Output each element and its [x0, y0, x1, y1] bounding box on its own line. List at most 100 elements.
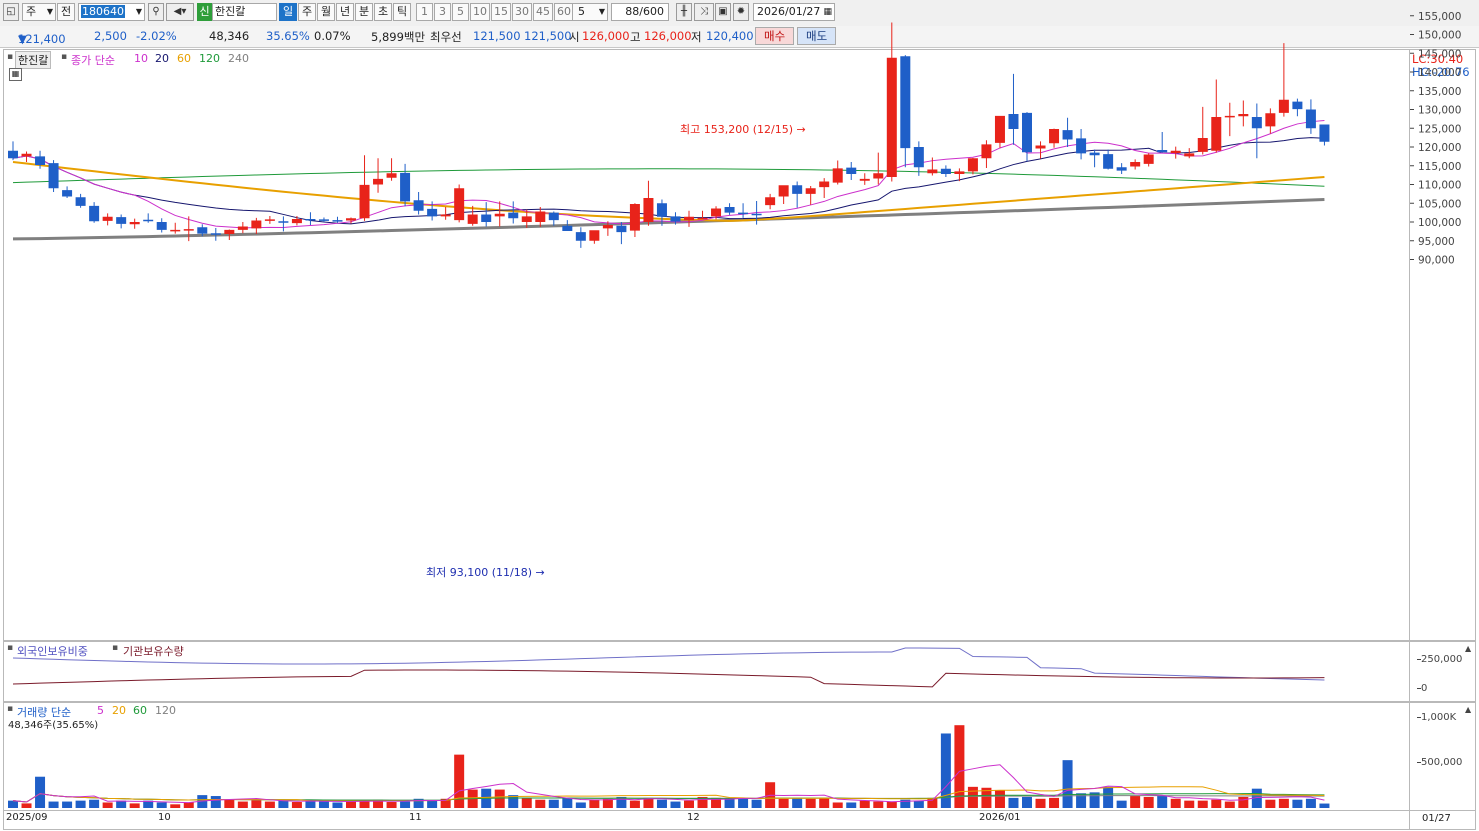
candle-body	[548, 212, 559, 221]
volume-bar	[1251, 788, 1262, 808]
period-tab-0[interactable]: 일	[279, 3, 297, 21]
interval-button-45[interactable]: 45	[533, 3, 553, 21]
interval-button-15[interactable]: 15	[491, 3, 511, 21]
volume-value: 48,346	[209, 29, 250, 43]
time-label-12: 12	[687, 812, 700, 823]
scope-button[interactable]: 전	[57, 3, 75, 21]
vma5-line	[12, 764, 1325, 804]
volume-bar	[1211, 799, 1222, 808]
volume-bar	[1049, 797, 1060, 808]
price-chart-panel[interactable]: ▪ 한진칼 ▪ 종가 단순 10 20 60 120 240 ▦ 최고 153,…	[3, 22, 1410, 641]
volume-bar	[1022, 796, 1032, 808]
interval-button-3[interactable]: 3	[434, 3, 451, 21]
ask-price: 121,500	[473, 29, 521, 43]
candle-body	[1062, 130, 1073, 140]
time-axis-current: 01/27	[1410, 811, 1476, 830]
expand-icon[interactable]: ▲	[1465, 644, 1472, 653]
volume-bar	[116, 800, 127, 808]
down-arrow-icon: ▼	[18, 32, 27, 46]
interval-button-10[interactable]: 10	[470, 3, 490, 21]
price-tick-label: 150,000	[1418, 30, 1461, 42]
buy-button[interactable]: 매수	[755, 27, 795, 45]
candle-body	[656, 203, 667, 217]
candle-body	[711, 208, 722, 217]
interval-button-1[interactable]: 1	[416, 3, 433, 21]
collapse-icon[interactable]: ▪	[7, 52, 14, 62]
period-tab-3[interactable]: 년	[336, 3, 354, 21]
period-tab-6[interactable]: 틱	[393, 3, 411, 21]
interval-select[interactable]: 5 ▼	[572, 3, 608, 21]
sell-button[interactable]: 매도	[797, 27, 837, 45]
candle-body	[237, 226, 248, 230]
stock-code-input[interactable]: 180640 ▼	[78, 3, 145, 21]
candle-body	[494, 213, 505, 217]
volume-current-value: 48,346주(35.65%)	[8, 720, 99, 731]
interval-button-5[interactable]: 5	[452, 3, 469, 21]
grid-icon[interactable]: ▦	[9, 68, 22, 81]
volume-bar	[1278, 798, 1289, 808]
holdings-panel[interactable]: ▪ 외국인보유비중 ▪ 기관보유수량	[3, 641, 1410, 702]
expand-icon[interactable]: ▲	[1465, 705, 1472, 714]
volume-bar	[656, 799, 667, 808]
search-icon[interactable]: ⚲	[148, 3, 164, 21]
volume-bar	[913, 800, 924, 808]
candle-body	[670, 216, 681, 222]
institution-qty-label: 기관보유수량	[123, 645, 184, 658]
volume-bar	[711, 797, 722, 808]
gear-icon[interactable]: ✹	[733, 3, 749, 21]
volume-bar	[751, 799, 762, 808]
period-tab-4[interactable]: 분	[355, 3, 373, 21]
volume-bar	[616, 796, 627, 808]
volume-bar	[684, 800, 694, 808]
candle-body	[1197, 138, 1208, 152]
price-change: 2,500	[94, 29, 127, 43]
candle-body	[751, 213, 762, 216]
interval-value: 5	[578, 5, 585, 18]
layout-icon[interactable]: ◱	[3, 3, 19, 21]
period-tab-5[interactable]: 초	[374, 3, 392, 21]
speaker-icon[interactable]: ◀▾	[166, 3, 194, 21]
count-field[interactable]: 88/600	[611, 3, 669, 21]
pattern-icon[interactable]: ⤨	[694, 3, 714, 21]
volume-bar	[318, 801, 329, 808]
stock-name-field[interactable]: 한진칼	[212, 3, 277, 21]
volume-bar	[562, 797, 573, 808]
candle-body	[210, 233, 221, 235]
volume-bar	[697, 796, 708, 808]
date-field[interactable]: 2026/01/27 ▦	[753, 3, 835, 21]
save-icon[interactable]: ▣	[715, 3, 731, 21]
market-select[interactable]: 주 ▼	[22, 3, 56, 21]
volume-bar	[197, 795, 208, 808]
volume-bar	[494, 789, 505, 808]
price-tick-label: 130,000	[1418, 105, 1461, 117]
volume-bar	[224, 799, 235, 808]
lc-value: LC:30.40	[1412, 52, 1464, 66]
candle-body	[886, 57, 897, 177]
legend-marker-icon: ▪	[7, 643, 14, 653]
period-tab-2[interactable]: 월	[317, 3, 335, 21]
candle-body	[1008, 114, 1019, 129]
legend-marker-icon: ▪	[7, 704, 14, 714]
chart-tab[interactable]: 한진칼	[15, 51, 52, 69]
calendar-icon[interactable]: ▦	[823, 7, 832, 17]
period-tab-1[interactable]: 주	[298, 3, 316, 21]
candle-body	[629, 204, 640, 231]
volume-bar	[1157, 796, 1168, 808]
volume-panel[interactable]: ▪ 거래량 단순 5 20 60 120 48,346주(35.65%)	[3, 702, 1410, 811]
candle-body	[467, 214, 478, 224]
candle-body	[738, 212, 749, 215]
candle-icon[interactable]: ╫	[676, 3, 692, 21]
interval-button-60[interactable]: 60	[554, 3, 574, 21]
volume-bar	[156, 802, 167, 808]
interval-button-30[interactable]: 30	[512, 3, 532, 21]
volume-bar	[427, 800, 438, 808]
volume-bar	[940, 733, 951, 808]
candle-body	[927, 169, 938, 174]
volume-bar	[129, 803, 140, 808]
ma240-label: 240	[228, 52, 249, 65]
volume-tick-1000k: 1,000K	[1417, 712, 1456, 723]
candle-body	[697, 217, 708, 220]
volume-bar	[1238, 796, 1249, 808]
candle-body	[1305, 109, 1316, 129]
volume-bar	[967, 786, 978, 808]
